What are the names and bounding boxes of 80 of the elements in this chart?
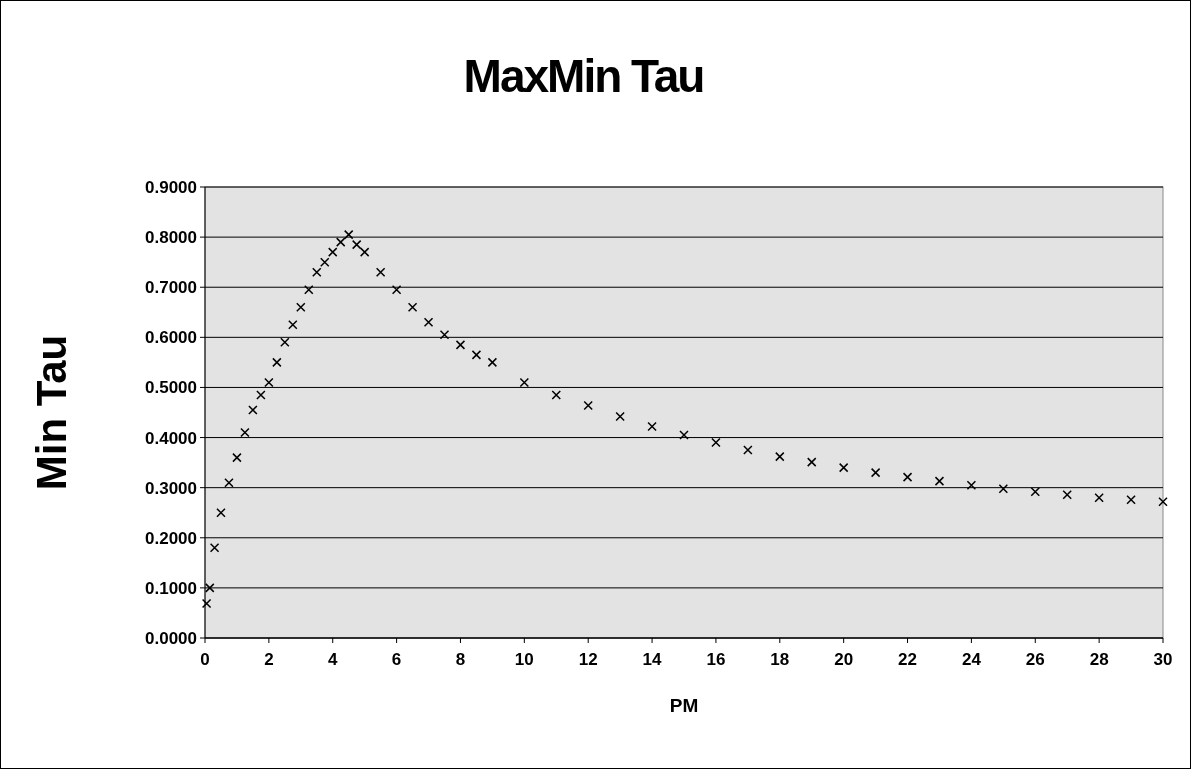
point bbox=[407, 302, 418, 313]
point bbox=[471, 350, 482, 360]
point bbox=[288, 320, 298, 330]
point bbox=[551, 390, 562, 400]
point bbox=[1158, 496, 1168, 507]
y-tick-label: 0.6000 bbox=[145, 328, 197, 348]
point bbox=[519, 377, 530, 388]
x-tick-label: 8 bbox=[455, 650, 466, 669]
x-tick-label: 12 bbox=[578, 650, 598, 669]
point bbox=[351, 239, 362, 250]
x-tick-label: 30 bbox=[1153, 650, 1173, 669]
point bbox=[711, 437, 721, 448]
point bbox=[1062, 489, 1072, 500]
point bbox=[647, 421, 657, 432]
x-tick-label: 14 bbox=[642, 650, 663, 669]
point bbox=[240, 427, 250, 438]
point bbox=[209, 543, 220, 553]
point bbox=[224, 477, 234, 488]
point bbox=[280, 337, 290, 348]
point bbox=[423, 317, 434, 328]
x-tick-label: 24 bbox=[961, 650, 982, 669]
x-tick-label: 18 bbox=[770, 650, 790, 669]
point bbox=[391, 284, 402, 295]
point bbox=[375, 267, 386, 277]
x-tick-label: 2 bbox=[264, 650, 274, 669]
point bbox=[304, 284, 314, 295]
x-tick-label: 20 bbox=[834, 650, 854, 669]
point bbox=[296, 302, 306, 313]
point bbox=[743, 445, 753, 455]
point bbox=[806, 457, 817, 467]
point bbox=[232, 452, 242, 463]
x-axis-title: PM bbox=[669, 695, 699, 716]
x-tick-label: 28 bbox=[1089, 650, 1109, 669]
point bbox=[487, 357, 498, 368]
point bbox=[966, 480, 977, 490]
point bbox=[256, 390, 266, 400]
x-tick-label: 26 bbox=[1025, 650, 1045, 669]
point bbox=[359, 247, 370, 257]
y-tick-label: 0.5000 bbox=[145, 378, 197, 398]
x-tick-label: 6 bbox=[391, 650, 402, 669]
point bbox=[216, 507, 226, 518]
x-tick-label: 16 bbox=[706, 650, 726, 669]
x-tick-label: 4 bbox=[328, 650, 338, 669]
y-tick-label: 0.1000 bbox=[145, 578, 197, 598]
point bbox=[320, 257, 330, 267]
point bbox=[439, 330, 450, 340]
y-tick-label: 0.7000 bbox=[145, 278, 197, 298]
point bbox=[312, 267, 322, 277]
point bbox=[272, 357, 282, 368]
point bbox=[775, 451, 785, 462]
point bbox=[205, 583, 215, 593]
point bbox=[1126, 494, 1136, 505]
point bbox=[615, 411, 625, 422]
y-tick-label: 0.0000 bbox=[145, 628, 197, 648]
y-tick-label: 0.9000 bbox=[145, 177, 197, 197]
point bbox=[583, 400, 593, 411]
point bbox=[1030, 486, 1041, 497]
point bbox=[934, 476, 945, 486]
point bbox=[455, 340, 466, 350]
point bbox=[902, 472, 913, 482]
point bbox=[327, 247, 338, 257]
y-tick-label: 0.4000 bbox=[145, 428, 197, 448]
x-tick-label: 10 bbox=[514, 650, 534, 669]
point bbox=[343, 229, 354, 240]
chart-title: MaxMin Tau bbox=[463, 50, 704, 102]
point bbox=[264, 377, 274, 388]
y-axis-title: Min Tau bbox=[28, 334, 75, 491]
y-tick-label: 0.3000 bbox=[145, 478, 197, 498]
point bbox=[679, 430, 689, 440]
point bbox=[201, 598, 212, 609]
y-tick-label: 0.2000 bbox=[145, 528, 197, 548]
x-tick-label: 22 bbox=[898, 650, 917, 669]
point bbox=[1094, 492, 1104, 503]
point bbox=[248, 405, 258, 415]
x-tick-label: 0 bbox=[200, 650, 210, 669]
point bbox=[870, 467, 881, 478]
point bbox=[335, 237, 346, 247]
point bbox=[838, 462, 849, 473]
y-tick-label: 0.8000 bbox=[145, 228, 197, 248]
point bbox=[998, 483, 1009, 494]
